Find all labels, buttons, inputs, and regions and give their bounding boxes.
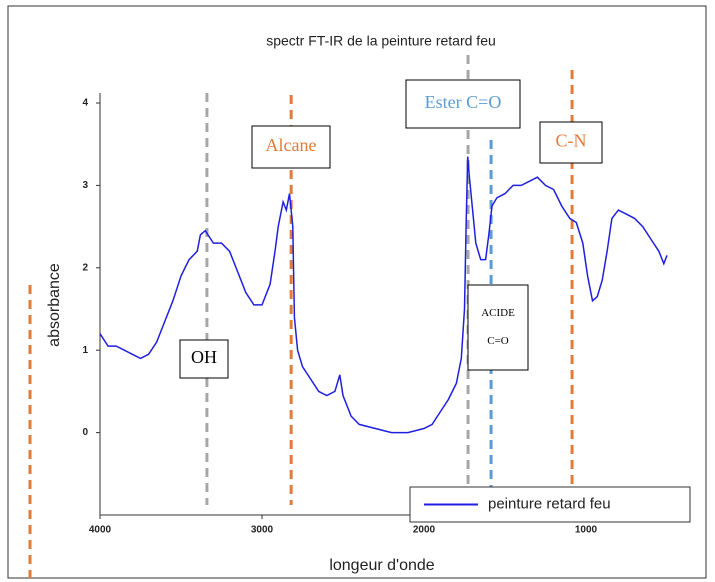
legend-label: peinture retard feu	[488, 495, 611, 512]
series-line	[99, 156, 668, 434]
y-tick-label: 2	[82, 262, 88, 273]
x-tick-label: 2000	[413, 525, 436, 536]
annotation-box	[251, 125, 331, 169]
x-tick-label: 1000	[575, 525, 598, 536]
chart-title: spectr FT-IR de la peinture retard feu	[266, 33, 496, 49]
y-tick-label: 1	[82, 345, 88, 356]
x-tick-label: 3000	[251, 525, 274, 536]
annotation-box	[539, 121, 603, 164]
y-tick-label: 3	[82, 180, 88, 191]
annotation-label: C=O	[487, 335, 509, 347]
annotation-label: Ester C=O	[425, 92, 502, 112]
annotation-box	[467, 284, 529, 371]
annotation-label: C-N	[556, 131, 587, 151]
y-tick-label: 0	[82, 427, 88, 438]
frame	[7, 5, 707, 579]
x-tick-label: 4000	[89, 525, 112, 536]
annotation-box	[179, 339, 229, 379]
x-axis-label: longeur d'onde	[329, 557, 434, 574]
y-axis-label: absorbance	[46, 263, 63, 347]
annotation-label: ACIDE	[481, 307, 515, 319]
annotation-box	[405, 79, 521, 129]
y-tick-label: 4	[82, 98, 88, 109]
annotation-label: OH	[191, 347, 217, 367]
annotation-label: Alcane	[266, 135, 317, 155]
